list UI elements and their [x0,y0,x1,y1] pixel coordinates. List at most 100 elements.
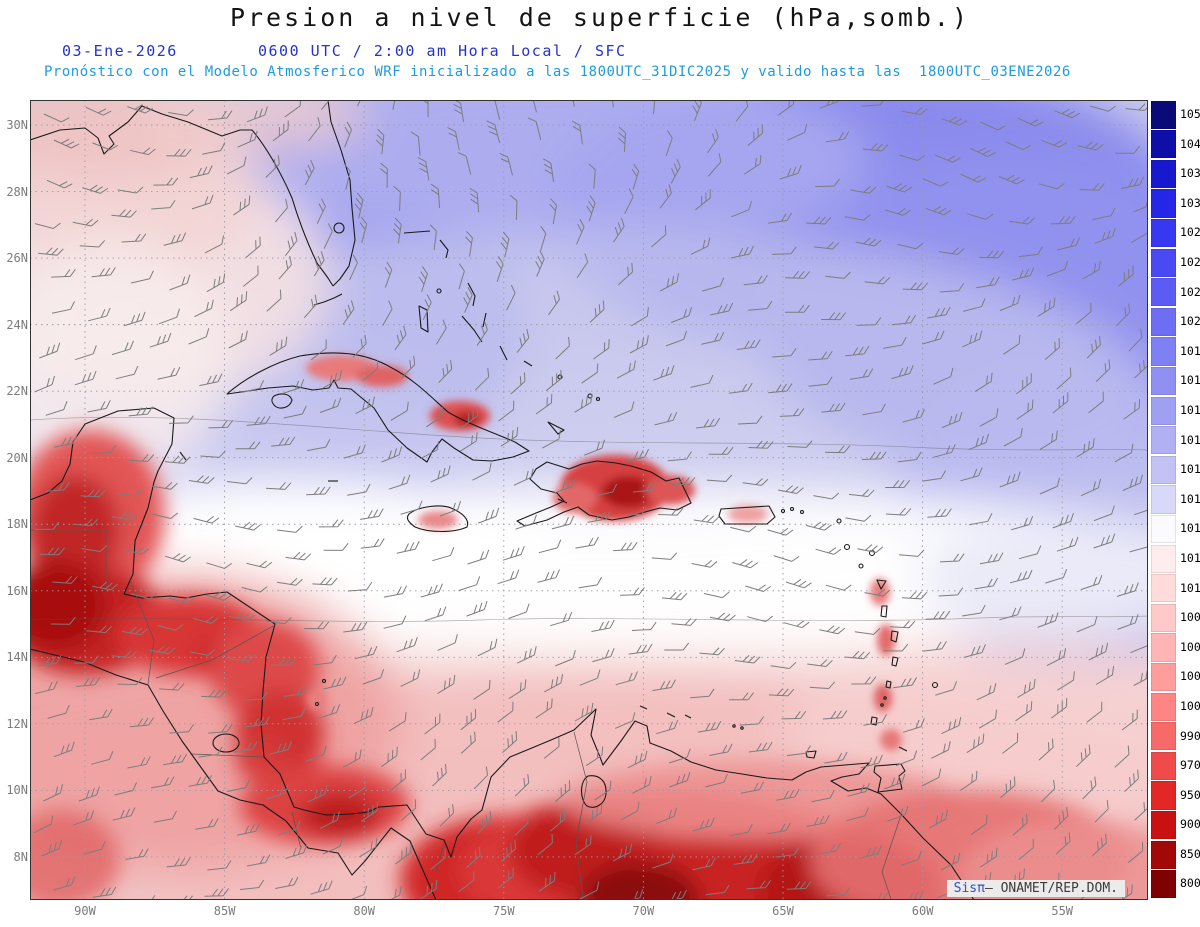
wind-barb [846,807,869,822]
wind-barb [621,889,644,900]
wind-barb [149,645,176,655]
wind-barb [169,724,194,734]
wind-barb [38,247,64,256]
wind-barb [554,477,576,494]
wind-barb [899,549,925,557]
lon-label-90W: 90W [74,904,96,918]
wind-barb [303,294,318,319]
colorbar-swatch [1151,662,1176,692]
wind-barb [283,405,307,419]
wind-barb [729,823,753,837]
wind-barb [535,393,553,415]
wind-barb [1056,536,1079,552]
wind-barb [697,720,722,733]
wind-barb [477,638,498,657]
lat-label-24N: 24N [6,317,28,332]
colorbar-row: 1050 [1151,100,1200,130]
wind-barb [665,130,673,157]
wind-barb [111,209,137,218]
wind-barb [72,518,98,527]
wind-barb [130,270,154,284]
wind-barb [91,267,116,278]
wind-barb [384,261,393,288]
wind-barb [228,612,255,621]
wind-barb [382,300,393,326]
wind-barb [813,241,840,250]
wind-barb [809,681,836,689]
wind-barb [779,164,802,180]
lat-label-16N: 16N [6,583,28,598]
wind-barb [313,251,325,277]
wind-barb [933,367,954,385]
wind-barb [497,701,514,723]
wind-barb [193,515,220,524]
wind-barb [72,218,99,227]
wind-barb [542,158,555,183]
wind-barb [728,382,753,394]
wind-barb [242,691,268,701]
wind-barb [342,749,362,768]
wind-barb [770,661,797,669]
wind-barb [701,277,725,292]
wind-barb [651,552,678,560]
time-label: 0600 UTC / 2:00 am Hora Local / SFC [258,42,627,60]
wind-barb [979,408,999,427]
wind-barb [1124,769,1139,792]
wind-barb [502,730,518,753]
wind-barb [304,621,330,630]
wind-barb [121,233,147,243]
wind-barb [323,223,333,249]
wind-barb [969,513,993,526]
wind-barb [323,676,347,690]
wind-barb [121,626,148,636]
wind-barb [690,237,711,255]
wind-barb [1046,260,1069,277]
wind-barb [549,198,557,225]
lat-label-30N: 30N [6,118,28,132]
wind-barb [535,250,545,277]
wind-barb [1009,216,1035,225]
wind-barb [168,109,194,117]
wind-barb [1003,428,1023,447]
colorbar-value: 1000 [1180,698,1200,713]
wind-barb [805,216,832,225]
wind-barb [668,748,691,764]
wind-barb [430,465,451,483]
wind-barb [111,340,134,356]
wind-barb [111,511,138,521]
wind-barb [33,815,54,834]
colorbar-swatch [1151,840,1176,869]
wind-barb [88,307,111,322]
wind-barb [271,436,296,447]
wind-barb [617,126,627,152]
wind-barb [1053,807,1069,830]
wind-barb [52,576,78,584]
wind-barb [163,753,188,766]
wind-barb [927,306,951,319]
wind-barb [53,435,78,448]
wind-barb [864,588,891,597]
map-area: Sisπ— ONAMET/REP.DOM. [30,100,1148,900]
wind-barb [1011,267,1035,281]
wind-barb [815,178,840,188]
wind-barb [508,603,530,619]
wind-barb [748,440,774,449]
wind-barb [189,165,213,179]
colorbar-row: 1017 [1151,396,1200,426]
colorbar: 1050 1040 1035 1030 1028 1025 1022 1020 1019 1018… [1151,100,1200,899]
wind-barb [47,704,70,719]
wind-barb [400,799,417,821]
wind-barb [613,217,625,243]
pressure-map-svg [30,100,1148,900]
wind-barb [845,346,870,357]
wind-barb [1076,744,1091,768]
colorbar-value: 1022 [1180,284,1200,299]
wind-barb [117,677,143,685]
date-label: 03-Ene-2026 [62,42,178,60]
wind-barb [729,692,754,701]
colorbar-value: 900 [1180,817,1200,832]
wind-barb [928,810,948,829]
wind-barb [166,857,191,868]
wind-barb [208,110,233,121]
wind-barb [970,147,996,158]
